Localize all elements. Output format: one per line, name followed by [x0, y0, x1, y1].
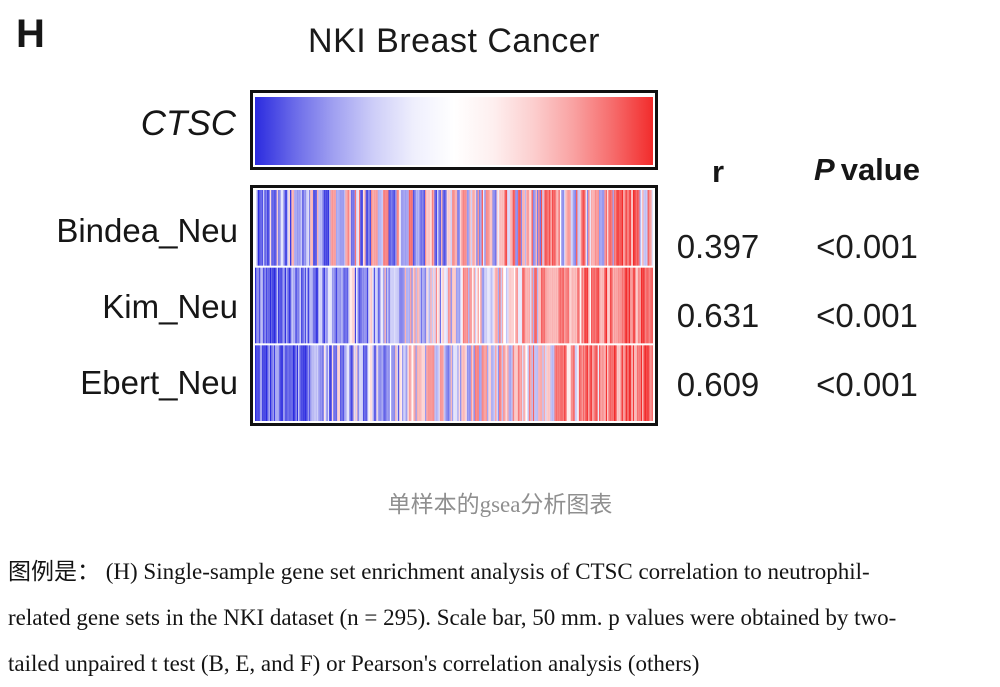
figure-legend: 图例是： (H) Single-sample gene set enrichme…	[8, 549, 996, 687]
p-value-ebert: <0.001	[816, 366, 918, 403]
ctsc-expression-colorbar	[250, 90, 658, 170]
p-rest: value	[840, 152, 920, 187]
column-header-r: r	[711, 154, 725, 189]
panel-label: H	[16, 12, 45, 56]
legend-line-2: related gene sets in the NKI dataset (n …	[8, 605, 897, 630]
p-italic: P	[814, 152, 835, 187]
row-label-kim-neu: Kim_Neu	[102, 288, 238, 325]
colorbar-gradient	[255, 97, 653, 165]
legend-line-1: 图例是： (H) Single-sample gene set enrichme…	[8, 559, 870, 584]
row-label-ebert-neu: Ebert_Neu	[80, 364, 238, 401]
p-value-kim: <0.001	[816, 297, 918, 334]
heatmap-panel	[250, 185, 658, 426]
row-label-bindea-neu: Bindea_Neu	[56, 212, 238, 249]
r-value-kim: 0.631	[676, 297, 760, 334]
heatmap-canvas	[255, 190, 653, 421]
gene-label-ctsc: CTSC	[140, 104, 236, 143]
legend-line-3: tailed unpaired t test (B, E, and F) or …	[8, 651, 700, 676]
r-value-ebert: 0.609	[676, 366, 760, 403]
figure-title: NKI Breast Cancer	[308, 22, 600, 60]
p-value-bindea: <0.001	[816, 228, 918, 265]
figure-caption-cn: 单样本的gsea分析图表	[387, 492, 613, 517]
r-value-bindea: 0.397	[676, 228, 760, 265]
